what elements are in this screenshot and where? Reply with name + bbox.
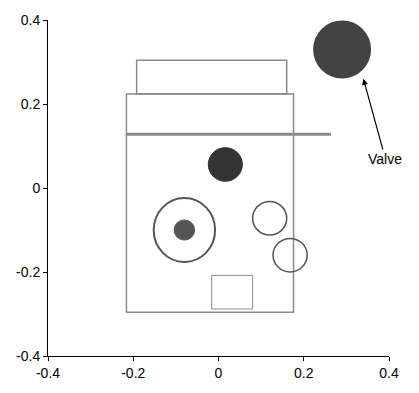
svg-text:-0.4: -0.4: [16, 348, 40, 364]
svg-text:0: 0: [215, 365, 223, 381]
svg-text:0.2: 0.2: [21, 96, 41, 112]
svg-text:-0.2: -0.2: [121, 365, 145, 381]
svg-text:0.4: 0.4: [21, 12, 41, 28]
svg-text:0.4: 0.4: [379, 365, 399, 381]
svg-text:Valve: Valve: [368, 151, 402, 167]
svg-text:0.2: 0.2: [294, 365, 314, 381]
svg-text:0: 0: [32, 180, 40, 196]
svg-text:-0.4: -0.4: [36, 365, 60, 381]
svg-text:-0.2: -0.2: [16, 264, 40, 280]
